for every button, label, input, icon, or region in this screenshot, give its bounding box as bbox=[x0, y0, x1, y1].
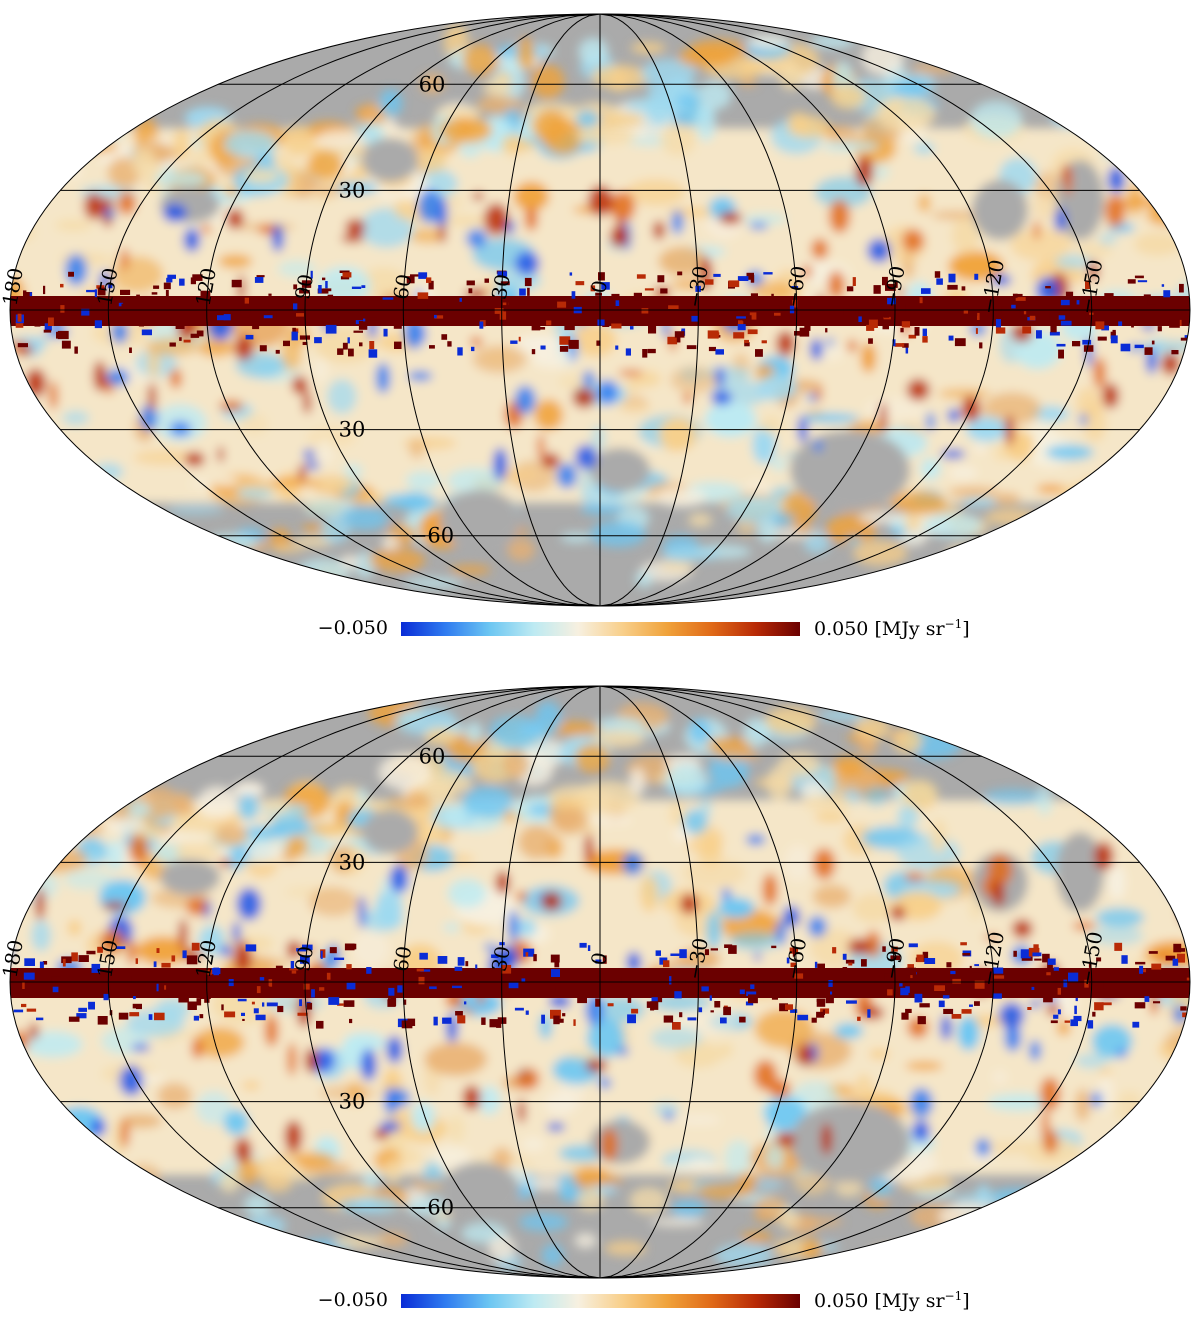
bottom-colorbar-max-label: 0.050 [MJy sr−1] bbox=[814, 1289, 970, 1312]
bottom-lat-label: 60 bbox=[419, 744, 446, 768]
top-colorbar-min-label: −0.050 bbox=[268, 617, 388, 639]
top-colorbar bbox=[401, 622, 800, 636]
top-colorbar-unit: [MJy sr−1] bbox=[874, 618, 969, 640]
top-lat-label: 30 bbox=[339, 178, 366, 202]
bottom-colorbar bbox=[401, 1294, 800, 1308]
top-lat-label: 60 bbox=[419, 72, 446, 96]
bottom-lat-label: −60 bbox=[410, 1196, 454, 1220]
top-colorbar-max-label: 0.050 [MJy sr−1] bbox=[814, 617, 970, 640]
top-lat-label: −60 bbox=[410, 524, 454, 548]
bottom-colorbar-min-label: −0.050 bbox=[268, 1289, 388, 1311]
bottom-colorbar-unit: [MJy sr−1] bbox=[874, 1290, 969, 1312]
top-lon-label: 30 bbox=[487, 272, 515, 301]
top-lon-label: 60 bbox=[388, 272, 416, 301]
top-lon-label: 90 bbox=[290, 272, 318, 301]
top-lat-label: 30 bbox=[339, 418, 366, 442]
bottom-lat-label: 30 bbox=[339, 850, 366, 874]
bottom-lon-label: 30 bbox=[487, 944, 515, 973]
bottom-lat-label: 30 bbox=[339, 1090, 366, 1114]
bottom-lon-label: 90 bbox=[290, 944, 318, 973]
bottom-lon-label: 60 bbox=[388, 944, 416, 973]
